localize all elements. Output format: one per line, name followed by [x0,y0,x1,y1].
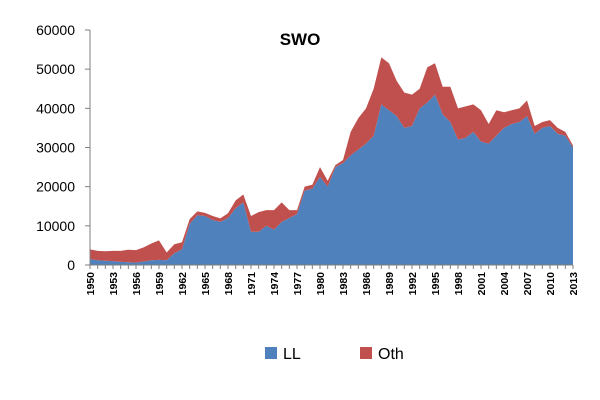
y-tick-label: 60000 [36,22,75,38]
legend-swatch-oth [360,347,372,359]
x-tick-label: 1974 [269,272,281,296]
series-area-oth [90,57,573,263]
x-tick-label: 1956 [131,272,143,296]
legend-swatch-ll [265,347,277,359]
x-tick-label: 1995 [430,272,442,296]
x-tick-label: 1962 [177,272,189,296]
x-tick-label: 2004 [499,272,511,296]
y-tick-label: 30000 [36,140,75,156]
x-tick-label: 1968 [223,272,235,296]
x-tick-label: 1950 [85,272,97,296]
x-tick-label: 1983 [338,272,350,296]
y-tick-label: 50000 [36,61,75,77]
x-tick-label: 1989 [384,272,396,296]
legend-label-oth: Oth [378,346,404,363]
x-tick-label: 1959 [154,272,166,296]
x-tick-label: 2001 [476,272,488,296]
plot-area [90,57,573,265]
legend: LL Oth [265,346,404,363]
y-tick-label: 20000 [36,179,75,195]
x-tick-label: 2007 [522,272,534,296]
x-tick-label: 1977 [292,272,304,296]
y-tick-label: 0 [67,257,75,273]
y-tick-label: 10000 [36,218,75,234]
x-tick-label: 1971 [246,272,258,296]
chart-title: SWO [280,30,321,49]
series-area-ll [90,94,573,265]
x-tick-label: 1998 [453,272,465,296]
y-axis-ticks: 0 10000 20000 30000 40000 50000 60000 [36,22,90,273]
x-tick-label: 1980 [315,272,327,296]
x-axis-ticks: 1950 1953 1956 1959 1962 1965 1968 1971 1974 1977… [85,265,580,295]
x-tick-label: 1953 [108,272,120,296]
legend-label-ll: LL [283,346,301,363]
x-tick-label: 1965 [200,272,212,296]
x-tick-label: 2010 [545,272,557,296]
y-tick-label: 40000 [36,100,75,116]
x-tick-label: 1986 [361,272,373,296]
x-tick-label: 1992 [407,272,419,296]
x-tick-label: 2013 [568,272,580,296]
